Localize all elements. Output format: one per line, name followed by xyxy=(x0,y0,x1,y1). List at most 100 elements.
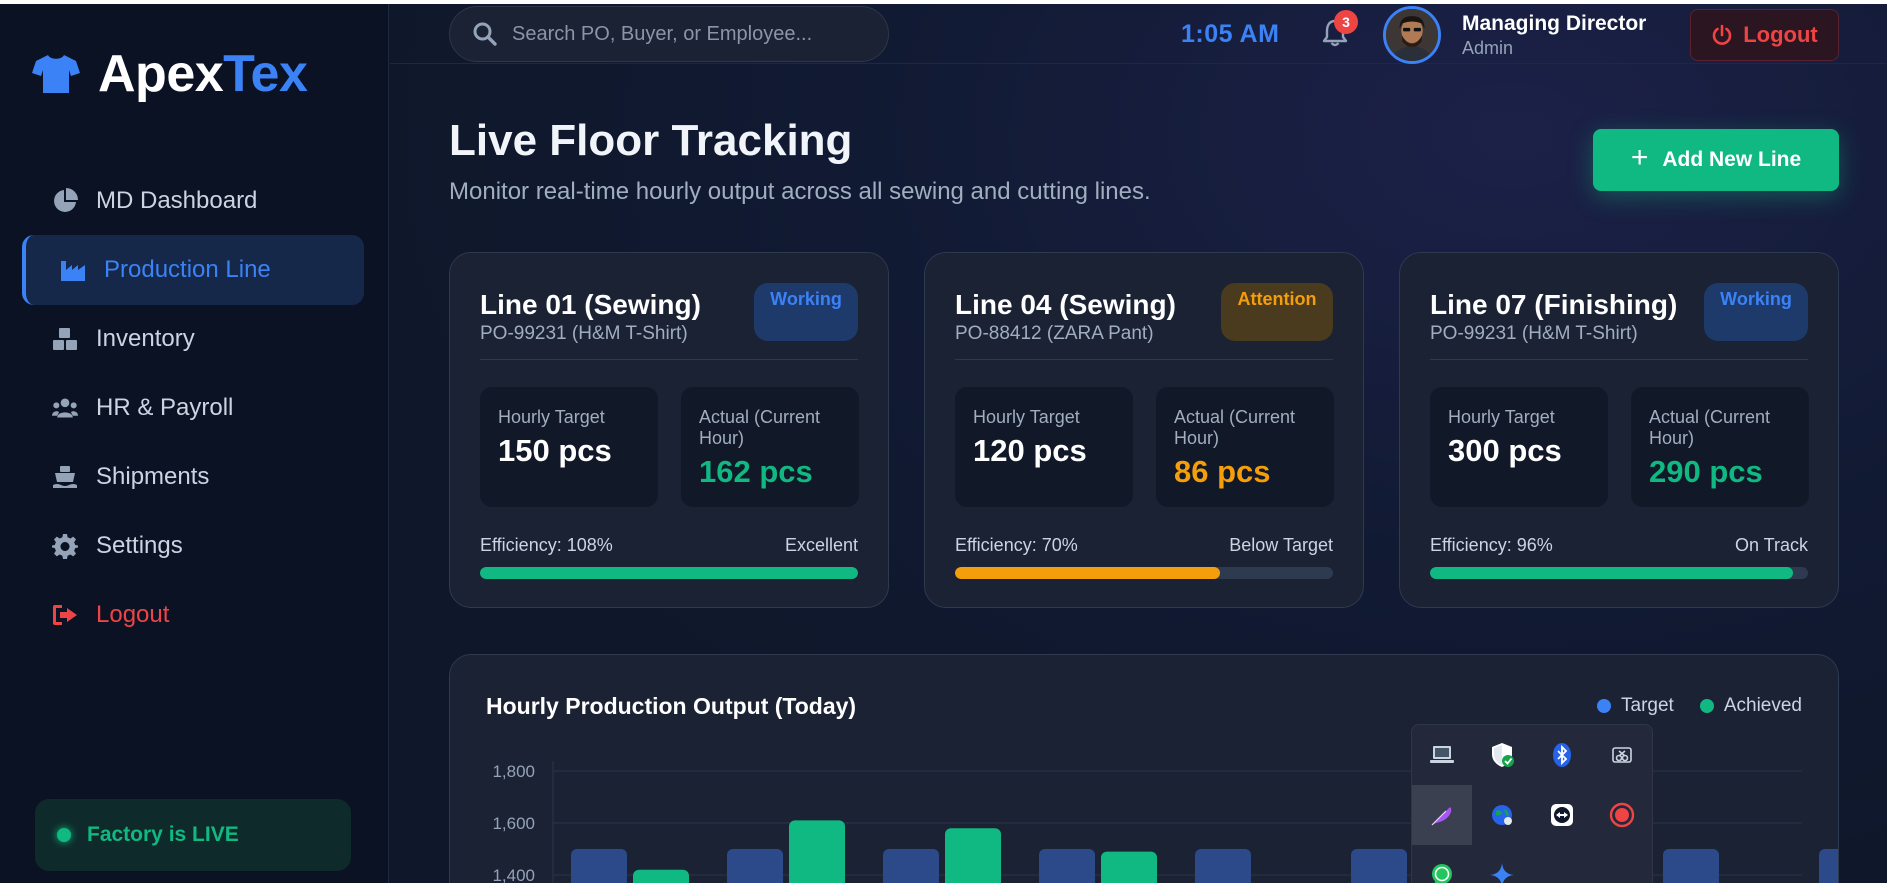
efficiency-progress-bar xyxy=(1430,567,1808,579)
divider xyxy=(955,359,1333,360)
notification-count-badge: 3 xyxy=(1334,10,1358,34)
boxes-icon xyxy=(53,328,77,350)
tray-bluetooth-button[interactable] xyxy=(1532,725,1592,785)
hourly-target-value: 120 pcs xyxy=(973,433,1087,468)
tray-security-button[interactable] xyxy=(1472,725,1532,785)
line-title: Line 04 (Sewing) xyxy=(955,289,1176,320)
legend-dot-icon xyxy=(1597,699,1612,713)
logout-button-label: Logout xyxy=(1743,22,1818,47)
actual-output-box: Actual (Current Hour) 290 pcs xyxy=(1631,387,1809,507)
line-card[interactable]: Line 01 (Sewing) PO-99231 (H&M T-Shirt) … xyxy=(449,252,889,608)
bar-target[interactable] xyxy=(1819,849,1839,883)
efficiency-label: Efficiency: 108% xyxy=(480,535,613,555)
tray-teamviewer-button[interactable] xyxy=(1532,785,1592,845)
actual-output-box: Actual (Current Hour) 162 pcs xyxy=(681,387,859,507)
efficiency-row: Efficiency: 96% On Track xyxy=(1430,535,1808,556)
search-icon xyxy=(473,22,497,46)
globe-icon xyxy=(1492,805,1512,825)
bar-achieved[interactable] xyxy=(1101,851,1157,883)
sign-out-icon xyxy=(53,605,77,625)
clock: 1:05 AM xyxy=(1181,20,1280,48)
efficiency-row: Efficiency: 108% Excellent xyxy=(480,535,858,556)
tray-scissors-button[interactable] xyxy=(1592,725,1652,785)
sidebar-item-md-dashboard[interactable]: MD Dashboard xyxy=(22,166,364,236)
sidebar-item-label: Settings xyxy=(96,532,183,559)
avatar[interactable] xyxy=(1383,6,1441,64)
legend-item-target[interactable]: Target xyxy=(1597,695,1674,717)
sidebar-item-hr-payroll[interactable]: HR & Payroll xyxy=(22,373,364,443)
line-po: PO-99231 (H&M T-Shirt) xyxy=(480,323,688,344)
add-new-line-label: Add New Line xyxy=(1662,148,1802,171)
status-badge: Working xyxy=(754,283,858,341)
line-title: Line 07 (Finishing) xyxy=(1430,289,1678,320)
ship-icon xyxy=(53,466,77,488)
efficiency-rating: Excellent xyxy=(784,535,858,555)
sidebar-item-label: Shipments xyxy=(96,463,210,490)
hourly-target-label: Hourly Target xyxy=(498,407,605,427)
legend-dot-icon xyxy=(1699,699,1714,713)
page-subtitle: Monitor real-time hourly output across a… xyxy=(449,178,1151,205)
laptop-icon xyxy=(1430,746,1454,763)
bar-achieved[interactable] xyxy=(945,828,1001,883)
tray-whatsapp-button[interactable] xyxy=(1412,845,1472,883)
hourly-target-label: Hourly Target xyxy=(973,407,1080,427)
efficiency-progress-bar xyxy=(955,567,1333,579)
search-input[interactable] xyxy=(512,22,872,46)
chart-canvas: 1,800 1,600 1,400 xyxy=(492,761,1839,883)
feather-icon xyxy=(1431,807,1452,826)
power-icon xyxy=(1712,24,1732,45)
scissors-icon xyxy=(1612,747,1632,763)
hourly-target-box: Hourly Target 150 pcs xyxy=(480,387,658,507)
bar-target[interactable] xyxy=(1663,849,1719,883)
sidebar-item-shipments[interactable]: Shipments xyxy=(22,442,364,512)
line-card[interactable]: Line 04 (Sewing) PO-88412 (ZARA Pant) At… xyxy=(924,252,1364,608)
sidebar-item-production-line[interactable]: Production Line xyxy=(22,235,364,305)
user-photo-icon xyxy=(1386,9,1438,61)
legend-item-achieved[interactable]: Achieved xyxy=(1699,695,1802,717)
whatsapp-icon xyxy=(1432,864,1452,883)
legend-label: Achieved xyxy=(1723,695,1802,716)
notifications-button[interactable]: 3 xyxy=(1320,10,1358,50)
sidebar-item-label: Inventory xyxy=(96,325,195,352)
sidebar-item-label: Logout xyxy=(96,601,170,628)
bluetooth-icon xyxy=(1553,743,1571,767)
bar-achieved[interactable] xyxy=(789,820,845,883)
tray-record-button[interactable] xyxy=(1592,785,1652,845)
bar-target[interactable] xyxy=(1195,849,1251,883)
efficiency-progress-bar xyxy=(480,567,858,579)
logout-button[interactable]: Logout xyxy=(1690,9,1839,61)
actual-output-label: Actual (Current Hour) xyxy=(699,407,821,448)
sidebar-item-label: HR & Payroll xyxy=(96,394,234,421)
efficiency-progress-fill xyxy=(480,567,858,579)
tshirt-icon xyxy=(32,55,80,93)
search-box[interactable] xyxy=(449,6,889,62)
user-name: Managing Director xyxy=(1462,12,1647,35)
industry-icon xyxy=(61,261,85,281)
bar-target[interactable] xyxy=(1039,849,1095,883)
sidebar-item-settings[interactable]: Settings xyxy=(22,511,364,581)
bar-target[interactable] xyxy=(1351,849,1407,883)
sidebar-item-label: Production Line xyxy=(104,256,271,283)
plus-icon: + xyxy=(1630,141,1649,174)
bar-achieved[interactable] xyxy=(633,869,689,883)
tray-laptop-button[interactable] xyxy=(1412,725,1472,785)
sidebar-item-inventory[interactable]: Inventory xyxy=(22,304,364,374)
actual-output-value: 290 pcs xyxy=(1649,454,1763,489)
bar-target[interactable] xyxy=(727,849,783,883)
brand-logo[interactable]: ApexTex xyxy=(32,44,308,104)
efficiency-rating: On Track xyxy=(1734,535,1808,555)
tray-globe-button[interactable] xyxy=(1472,785,1532,845)
line-title: Line 01 (Sewing) xyxy=(480,289,701,320)
hourly-target-value: 300 pcs xyxy=(1448,433,1562,468)
bar-target[interactable] xyxy=(571,849,627,883)
tray-feather-button[interactable] xyxy=(1412,785,1472,845)
add-new-line-button[interactable]: + Add New Line xyxy=(1593,129,1839,191)
factory-status-label: Factory is LIVE xyxy=(87,823,239,846)
sidebar-item-logout[interactable]: Logout xyxy=(22,580,364,650)
tray-gemini-button[interactable] xyxy=(1472,845,1532,883)
line-card[interactable]: Line 07 (Finishing) PO-99231 (H&M T-Shir… xyxy=(1399,252,1839,608)
sidebar: ApexTex MD Dashboard Production Line Inv… xyxy=(0,4,389,883)
actual-output-value: 86 pcs xyxy=(1174,454,1271,489)
divider xyxy=(1430,359,1808,360)
bar-target[interactable] xyxy=(883,849,939,883)
